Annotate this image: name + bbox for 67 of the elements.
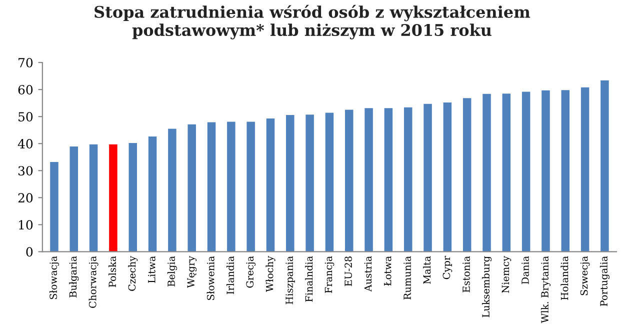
bar [148, 136, 157, 252]
x-tick-label: Łotwa [384, 256, 392, 286]
x-tick-label: Szwecja [580, 256, 590, 296]
bar [128, 143, 137, 252]
x-tick-label: Cypr [442, 256, 452, 280]
y-tick-label: 70 [18, 58, 33, 68]
bar [286, 114, 294, 252]
bar [70, 146, 78, 252]
bar [600, 80, 609, 252]
bar [542, 90, 550, 252]
bar [502, 94, 511, 252]
x-tick-label: Malta [423, 256, 431, 284]
x-tick-label: Hiszpania [286, 256, 295, 304]
bar [306, 114, 314, 252]
x-tick-label: Luksemburg [482, 256, 492, 318]
bar [188, 124, 196, 252]
x-tick-label: Włochy [266, 256, 276, 292]
x-tick-label: Słowenia [206, 256, 214, 300]
bar [89, 144, 98, 252]
y-tick-label: 20 [18, 193, 33, 203]
x-tick-label: Grecja [246, 256, 256, 288]
chart-title: Stopa zatrudnienia wśród osób z wykształceniem podstawowym* lub niższym w 2015 roku [94, 4, 530, 40]
x-tick-label: Niemcy [502, 256, 512, 293]
x-tick-label: EU-28 [344, 256, 352, 286]
x-tick-label: Czechy [128, 256, 138, 291]
x-tick-label: Chorwacja [88, 256, 98, 308]
bar [424, 104, 432, 252]
bar [207, 122, 216, 252]
bar [443, 102, 452, 252]
bar [266, 118, 275, 252]
y-tick-label: 60 [18, 85, 33, 94]
x-tick-label: Irlandia [226, 256, 234, 294]
bar [227, 122, 236, 252]
x-tick-label: Portugalia [600, 256, 610, 306]
x-tick-label: Rumunia [404, 256, 411, 300]
bar [168, 128, 176, 252]
bar [246, 122, 255, 252]
y-tick-label: 0 [26, 247, 33, 257]
x-tick-label: Litwa [148, 256, 156, 283]
x-tick-label: Węgry [187, 256, 197, 288]
y-tick-label: 50 [18, 112, 33, 122]
bar [522, 92, 530, 252]
x-tick-label: Holandia [560, 256, 568, 300]
bar [345, 110, 354, 252]
y-tick-label: 40 [18, 139, 33, 149]
y-tick-label: 10 [19, 220, 33, 230]
x-tick-label: Polska [108, 256, 116, 288]
bar [50, 162, 58, 252]
bar [404, 107, 412, 252]
x-tick-label: Wlk. Brytania [540, 256, 551, 324]
bar [462, 98, 472, 252]
bar [482, 94, 491, 252]
bar [109, 144, 118, 252]
bar [364, 108, 373, 252]
x-tick-label: Bułgaria [69, 256, 79, 298]
x-tick-label: Belgia [167, 256, 177, 286]
x-tick-label: Estonia [462, 256, 470, 292]
x-tick-label: Austria [364, 256, 372, 292]
bar [384, 108, 393, 252]
bar [325, 112, 334, 252]
bar [580, 87, 590, 252]
x-tick-label: Słowacja [49, 256, 59, 300]
x-tick-label: Finalndia [305, 256, 313, 302]
y-tick-label: 30 [18, 166, 33, 176]
bar [561, 90, 570, 252]
x-tick-label: Dania [522, 256, 529, 284]
x-tick-label: Francja [324, 256, 334, 294]
